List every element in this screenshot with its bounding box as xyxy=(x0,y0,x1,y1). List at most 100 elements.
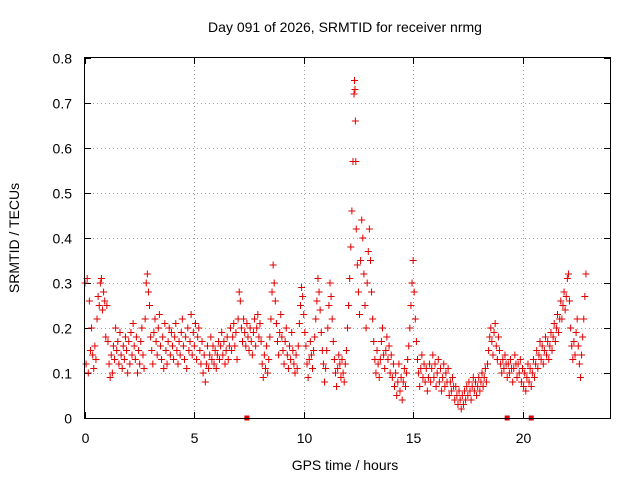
data-point xyxy=(276,329,284,336)
data-point xyxy=(567,324,575,332)
data-point xyxy=(408,279,416,287)
data-point xyxy=(317,329,325,336)
data-point xyxy=(239,338,246,345)
data-point xyxy=(257,338,265,345)
y-tick-label: 0.1 xyxy=(53,366,73,382)
data-point xyxy=(447,387,455,395)
data-point xyxy=(384,356,392,363)
data-point xyxy=(91,342,99,350)
data-point xyxy=(131,356,139,363)
data-point xyxy=(395,360,403,368)
data-point xyxy=(409,257,417,264)
data-point xyxy=(580,315,588,323)
data-point xyxy=(243,320,251,327)
data-point xyxy=(563,275,571,282)
data-point xyxy=(514,360,522,368)
data-point xyxy=(314,275,322,282)
data-point xyxy=(206,351,214,359)
data-point xyxy=(186,338,194,345)
data-point xyxy=(505,369,513,377)
data-point xyxy=(501,351,509,359)
data-point xyxy=(411,315,419,323)
data-point xyxy=(130,342,138,350)
data-point xyxy=(84,369,92,377)
data-point xyxy=(319,360,327,368)
data-point xyxy=(181,356,189,363)
data-point xyxy=(310,347,318,354)
data-point xyxy=(549,333,557,341)
data-point xyxy=(105,360,113,368)
data-point xyxy=(533,347,541,354)
data-point xyxy=(149,360,157,368)
data-point xyxy=(94,293,102,300)
y-tick-label: 0.8 xyxy=(53,51,73,67)
data-point xyxy=(300,311,308,318)
data-point xyxy=(574,342,582,350)
data-point xyxy=(373,347,381,354)
data-point xyxy=(353,261,361,269)
data-point xyxy=(430,374,438,381)
data-point xyxy=(205,365,213,372)
data-point xyxy=(557,297,565,305)
data-point xyxy=(526,365,534,372)
data-point xyxy=(179,342,187,350)
data-point xyxy=(393,392,401,399)
data-point xyxy=(210,360,218,368)
data-point xyxy=(265,356,273,363)
data-point xyxy=(144,288,152,296)
data-point xyxy=(375,374,383,381)
data-point xyxy=(498,369,506,377)
data-point xyxy=(487,324,495,332)
x-tick-label: 10 xyxy=(297,430,313,446)
data-point xyxy=(399,378,407,386)
data-point xyxy=(407,302,415,309)
data-point xyxy=(216,356,224,363)
data-point xyxy=(403,369,411,377)
data-point xyxy=(543,351,551,359)
data-point xyxy=(90,365,98,372)
data-point xyxy=(279,347,287,354)
data-point xyxy=(138,324,146,332)
data-point xyxy=(345,302,353,309)
data-point xyxy=(259,374,267,381)
data-point xyxy=(465,378,473,386)
data-point xyxy=(376,356,384,363)
data-point xyxy=(352,225,360,233)
data-point xyxy=(236,297,244,305)
data-point xyxy=(404,356,412,363)
data-point xyxy=(321,378,329,386)
data-point xyxy=(233,356,241,363)
data-point xyxy=(382,347,390,354)
data-point xyxy=(175,338,183,345)
data-point xyxy=(114,338,122,345)
data-point xyxy=(281,338,289,345)
data-point xyxy=(489,351,497,359)
data-point xyxy=(261,365,269,372)
data-point xyxy=(182,333,190,341)
data-point xyxy=(201,378,209,386)
data-point xyxy=(431,360,439,368)
data-point xyxy=(344,324,351,332)
data-point xyxy=(120,356,128,363)
data-point xyxy=(547,329,555,336)
data-point xyxy=(278,333,286,341)
y-tick-label: 0.3 xyxy=(53,276,73,292)
data-point xyxy=(347,243,355,251)
data-point xyxy=(401,383,409,390)
data-point xyxy=(531,374,539,381)
data-point xyxy=(198,338,206,345)
data-point xyxy=(368,288,376,296)
data-point xyxy=(434,356,442,363)
data-point xyxy=(165,324,173,332)
data-point xyxy=(359,234,367,242)
data-point xyxy=(163,360,171,368)
data-point xyxy=(196,347,204,354)
data-point xyxy=(414,356,421,363)
data-point xyxy=(467,396,475,404)
data-point xyxy=(147,333,155,341)
data-point xyxy=(358,216,366,224)
data-point xyxy=(142,279,150,287)
data-point xyxy=(88,324,96,332)
data-point xyxy=(464,392,472,399)
data-point xyxy=(582,270,590,278)
